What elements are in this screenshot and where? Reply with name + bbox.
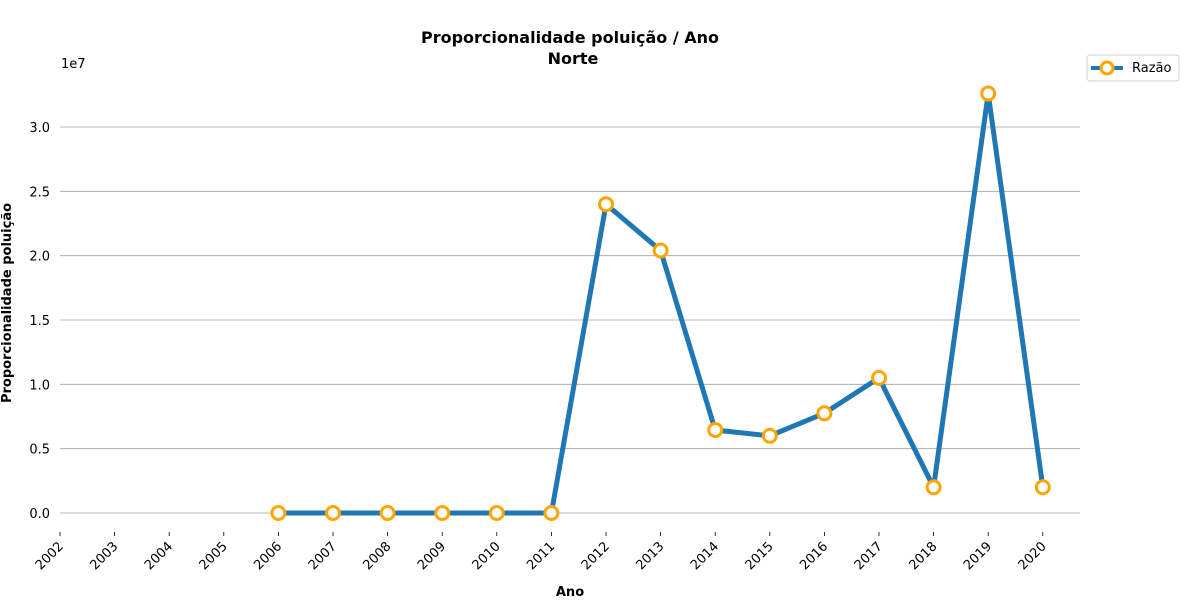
data-point (379, 505, 396, 521)
x-tick-label: 2018 (906, 539, 940, 573)
x-tick-label: 2019 (961, 539, 995, 573)
data-point (925, 479, 942, 496)
data-point (980, 85, 997, 102)
data-point (488, 505, 505, 521)
y-tick-label: 1.0 (29, 378, 50, 393)
x-axis-label: Ano (556, 585, 584, 600)
y-offset-label: 1e7 (61, 57, 86, 72)
x-tick-label: 2015 (743, 539, 777, 573)
y-tick-label: 3.0 (29, 121, 50, 136)
x-tick-label: 2017 (852, 539, 886, 573)
x-tick-label: 2016 (797, 539, 831, 573)
legend: Razão (1086, 54, 1180, 82)
data-point (598, 196, 614, 213)
x-tick-label: 2003 (87, 539, 121, 573)
data-point (871, 369, 887, 386)
x-tick-label: 2004 (142, 539, 176, 573)
chart-subtitle: Norte (548, 49, 599, 68)
data-point (707, 422, 724, 439)
data-point (434, 505, 451, 521)
x-tick-label: 2005 (197, 539, 231, 573)
chart-title: Proporcionalidade poluição / Ano (421, 28, 719, 47)
data-point (325, 505, 341, 521)
x-tick-label: 2002 (33, 539, 67, 573)
x-axis-ticks: 2002 2003 2004 2005 2006 2007 2008 2009 2010 2011… (33, 532, 1050, 573)
data-point (816, 405, 833, 422)
grid (60, 126, 1080, 514)
data-point (652, 242, 669, 259)
x-tick-label: 2009 (415, 539, 449, 573)
x-tick-label: 2020 (1016, 539, 1050, 573)
legend-entry-razao: Razão (1132, 61, 1172, 76)
x-tick-label: 2007 (306, 539, 340, 573)
y-tick-label: 2.0 (29, 250, 50, 265)
x-tick-label: 2008 (360, 539, 394, 573)
series-line-razao (278, 93, 1046, 516)
x-tick-label: 2012 (579, 539, 613, 573)
data-point (543, 505, 560, 521)
legend-marker-swatch (1099, 60, 1115, 76)
y-axis-label: Proporcionalidade poluição (0, 203, 15, 403)
x-tick-label: 2010 (470, 539, 504, 573)
y-tick-label: 1.5 (29, 314, 50, 329)
data-point (270, 505, 287, 521)
data-point (1034, 479, 1051, 496)
x-tick-label: 2013 (633, 539, 667, 573)
x-tick-label: 2006 (251, 539, 285, 573)
y-tick-label: 0.5 (29, 443, 50, 458)
y-tick-label: 0.0 (29, 507, 50, 522)
series-layer (270, 85, 1051, 521)
y-axis-ticks: 0.0 0.5 1.0 1.5 2.0 2.5 3.0 (29, 121, 50, 522)
y-tick-label: 2.5 (29, 185, 50, 200)
x-tick-label: 2014 (688, 539, 722, 573)
data-point (761, 427, 778, 444)
x-tick-label: 2011 (524, 539, 558, 573)
